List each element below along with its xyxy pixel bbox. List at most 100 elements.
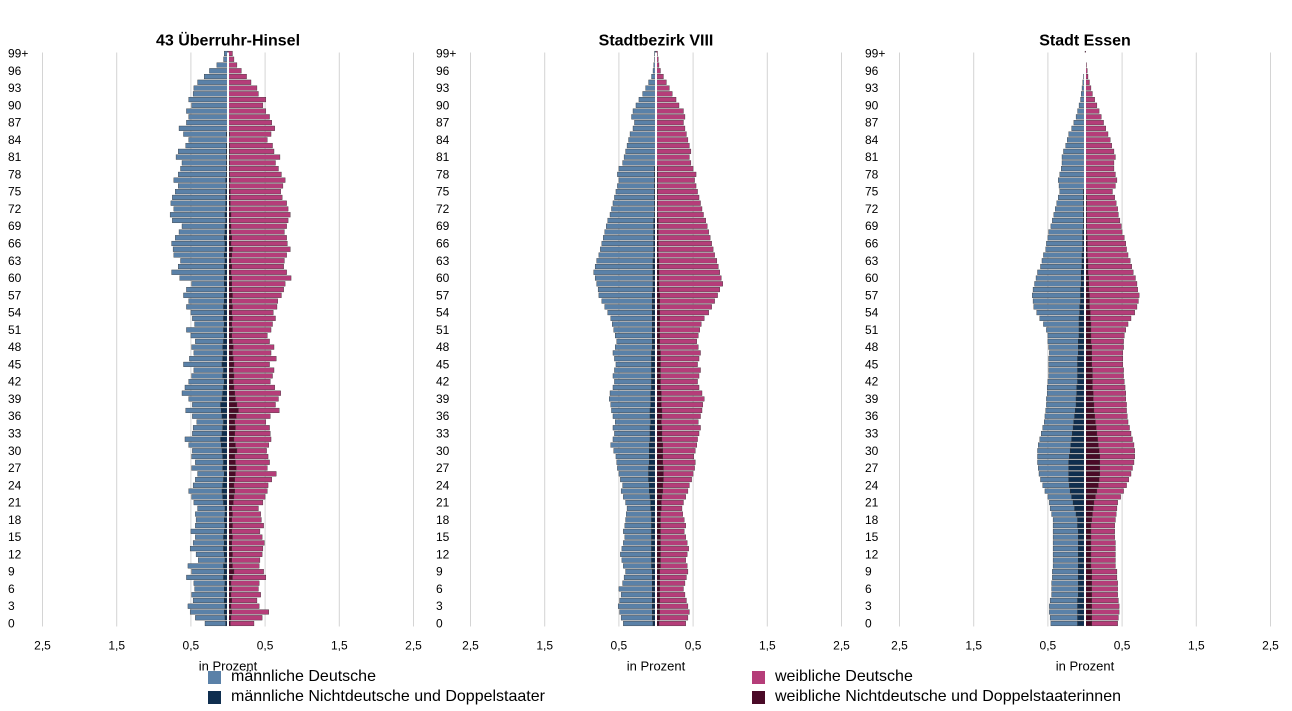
age-tick-label: 75 [865, 185, 879, 199]
bar-female-german [662, 482, 690, 488]
bar-male-nongerman [1078, 557, 1086, 563]
bar-female-german [1096, 430, 1132, 437]
age-tick-label: 75 [436, 185, 450, 199]
age-tick-label: 6 [865, 582, 872, 596]
bar-male-german [1046, 240, 1083, 247]
bar-male-german [1039, 436, 1072, 442]
bar-male-nongerman [1078, 534, 1086, 540]
bar-male-german [190, 528, 225, 534]
bar-male-nongerman [1076, 390, 1086, 396]
bar-female-german [655, 91, 673, 97]
bar-male-german [612, 321, 653, 327]
bar-female-nongerman [1084, 597, 1092, 604]
bar-male-german [618, 177, 655, 183]
bar-female-nongerman [1084, 436, 1098, 442]
bar-male-german [191, 465, 223, 471]
age-tick-label: 30 [865, 444, 879, 458]
bar-female-german [234, 430, 271, 437]
bar-male-german [601, 298, 653, 304]
bar-male-german [1061, 160, 1085, 166]
bar-male-german [175, 235, 225, 241]
bar-male-german [1043, 321, 1080, 327]
bar-female-german [1093, 500, 1118, 506]
age-tick-label: 39 [8, 392, 22, 406]
bar-female-nongerman [1084, 603, 1092, 609]
bar-male-german [1042, 425, 1074, 431]
bar-female-nongerman [655, 465, 664, 471]
bar-female-german [230, 603, 260, 609]
bar-female-german [1088, 281, 1138, 287]
age-tick-label: 84 [436, 133, 450, 147]
bar-female-german [228, 91, 259, 97]
bar-female-nongerman [1084, 459, 1101, 465]
bar-male-german [172, 217, 226, 224]
bar-male-german [617, 171, 655, 177]
bar-male-german [1052, 563, 1079, 569]
bar-male-german [607, 310, 653, 316]
bar-male-nongerman [1078, 338, 1086, 344]
bar-male-german [1037, 459, 1069, 465]
bar-male-german [186, 120, 228, 126]
bar-female-german [1090, 540, 1116, 546]
bar-male-german [181, 223, 226, 229]
x-tick-label: 0,5 [1114, 639, 1131, 653]
bar-female-nongerman [1084, 511, 1093, 517]
age-tick-label: 45 [8, 357, 22, 371]
bar-female-nongerman [1084, 402, 1095, 408]
bar-female-german [232, 563, 260, 569]
bar-female-german [656, 125, 686, 131]
bar-female-german [1088, 275, 1136, 281]
bar-female-german [229, 148, 275, 154]
bar-female-german [231, 528, 261, 534]
bar-male-german [626, 143, 656, 149]
bar-male-german [190, 333, 225, 339]
bar-female-nongerman [227, 471, 236, 477]
bar-female-german [1084, 91, 1093, 97]
bar-male-german [191, 592, 226, 598]
bar-female-german [1086, 206, 1118, 212]
bar-male-german [204, 620, 226, 627]
age-tick-label: 99+ [436, 47, 456, 61]
bar-male-german [186, 304, 224, 310]
bar-female-german [1091, 586, 1118, 592]
bar-female-german [1091, 356, 1124, 362]
age-tick-label: 54 [436, 306, 450, 320]
bar-male-german [175, 154, 227, 160]
bar-female-german [230, 229, 285, 235]
x-tick-label: 2,5 [891, 639, 908, 653]
bar-female-german [232, 304, 278, 310]
x-tick-label: 0,5 [611, 639, 628, 653]
bar-male-nongerman [1078, 563, 1086, 569]
legend-label-female-german: weibliche Deutsche [775, 668, 913, 685]
age-tick-label: 27 [8, 461, 22, 475]
bar-male-german [178, 183, 227, 189]
age-tick-label: 27 [436, 461, 450, 475]
bar-male-nongerman [1068, 459, 1086, 465]
bar-female-german [1094, 413, 1128, 419]
bar-male-german [626, 505, 651, 511]
bar-female-german [660, 551, 688, 557]
bar-female-german [1092, 373, 1124, 379]
bar-female-german [1086, 229, 1123, 235]
bar-male-german [619, 609, 653, 615]
bar-female-german [1085, 166, 1115, 172]
bar-female-german [1091, 603, 1120, 609]
bar-female-nongerman [1084, 505, 1094, 511]
bar-male-german [1059, 189, 1084, 195]
bar-female-german [230, 615, 263, 621]
bar-female-german [660, 511, 683, 517]
bar-male-nongerman [1068, 465, 1086, 471]
age-tick-label: 69 [436, 219, 450, 233]
bar-male-german [634, 120, 656, 126]
bar-male-german [188, 298, 225, 304]
bar-male-german [1047, 338, 1079, 344]
bar-female-german [231, 252, 287, 258]
bar-female-german [1087, 246, 1127, 252]
bar-male-german [604, 304, 653, 310]
bar-female-german [1085, 189, 1113, 195]
bar-female-german [231, 505, 259, 511]
bar-female-german [1097, 436, 1133, 442]
bar-male-german [1044, 488, 1071, 494]
bar-female-german [656, 143, 690, 149]
bar-female-german [656, 97, 677, 103]
